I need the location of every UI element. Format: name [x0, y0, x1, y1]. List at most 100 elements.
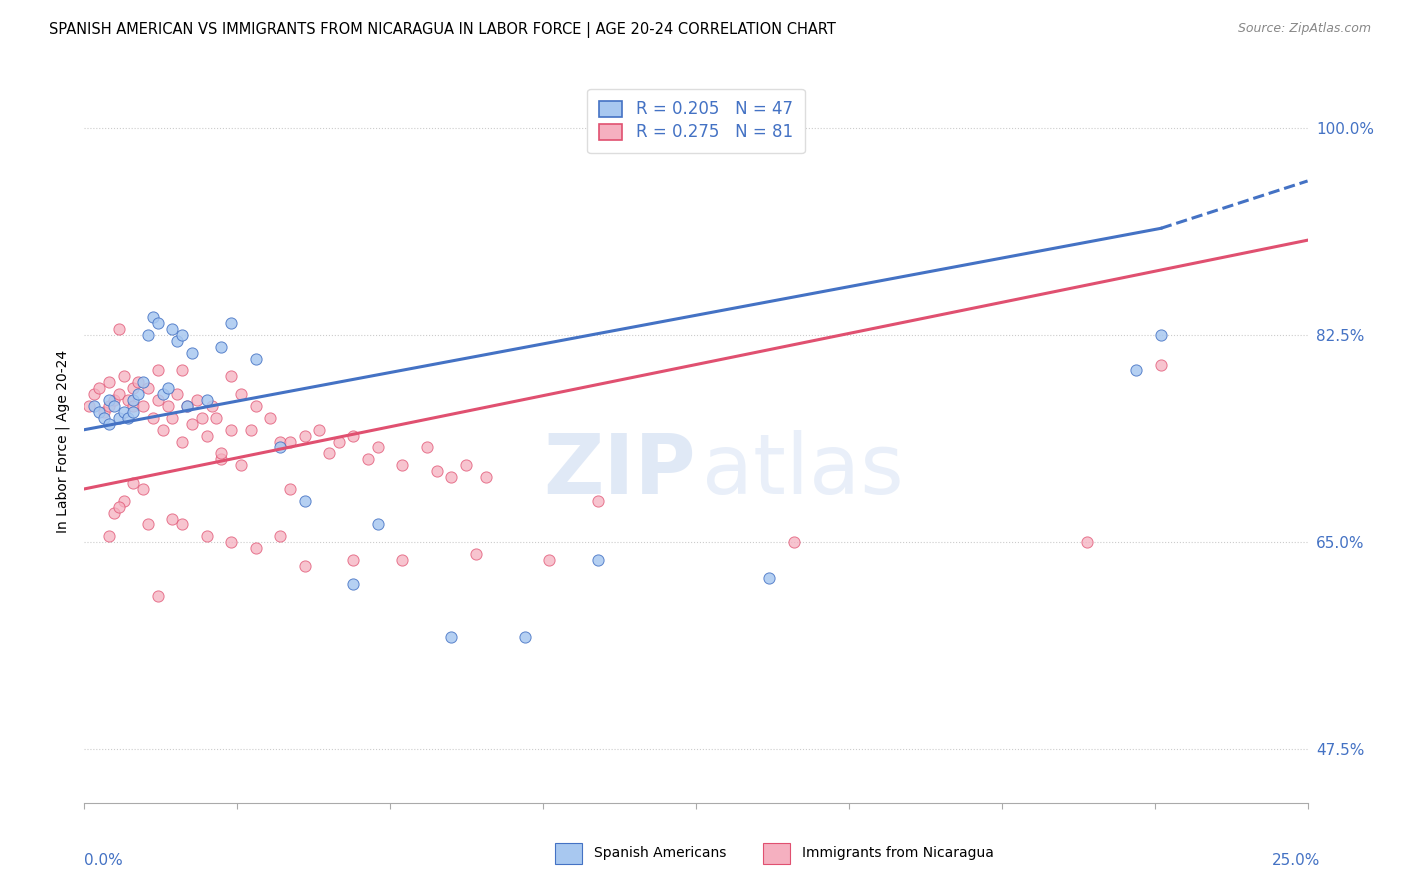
- Point: [132, 399, 155, 413]
- Point: [107, 500, 129, 514]
- Point: [239, 423, 262, 437]
- Point: [142, 310, 165, 325]
- Point: [83, 399, 105, 413]
- Point: [122, 399, 145, 413]
- Point: [127, 387, 149, 401]
- Point: [146, 589, 169, 603]
- Point: [308, 423, 330, 437]
- Point: [783, 535, 806, 549]
- Text: 25.0%: 25.0%: [1271, 854, 1320, 869]
- Point: [209, 340, 232, 354]
- Point: [367, 517, 389, 532]
- Point: [342, 553, 364, 567]
- Point: [162, 410, 184, 425]
- Point: [127, 376, 149, 390]
- Point: [278, 482, 301, 496]
- Point: [166, 334, 188, 348]
- Text: Source: ZipAtlas.com: Source: ZipAtlas.com: [1237, 22, 1371, 36]
- Point: [586, 493, 609, 508]
- Text: ZIP: ZIP: [544, 430, 696, 511]
- Point: [93, 405, 115, 419]
- Point: [191, 410, 214, 425]
- Point: [464, 547, 486, 561]
- Point: [474, 470, 496, 484]
- Point: [146, 393, 169, 408]
- Point: [219, 369, 242, 384]
- Point: [209, 452, 232, 467]
- Point: [219, 423, 242, 437]
- Point: [156, 399, 179, 413]
- Point: [229, 387, 252, 401]
- Point: [1125, 363, 1147, 377]
- Point: [166, 387, 188, 401]
- Point: [357, 452, 380, 467]
- Point: [112, 493, 135, 508]
- Point: [367, 441, 389, 455]
- Point: [342, 576, 364, 591]
- Point: [219, 316, 242, 330]
- Point: [259, 410, 281, 425]
- Point: [245, 541, 267, 556]
- Point: [172, 363, 194, 377]
- Point: [538, 553, 561, 567]
- Point: [122, 475, 145, 490]
- Point: [172, 327, 194, 342]
- Point: [219, 535, 242, 549]
- Point: [136, 517, 159, 532]
- Point: [146, 316, 169, 330]
- Point: [328, 434, 350, 449]
- Point: [122, 405, 145, 419]
- Point: [245, 399, 267, 413]
- Text: Spanish Americans: Spanish Americans: [595, 847, 727, 861]
- Point: [103, 506, 125, 520]
- Point: [391, 458, 413, 473]
- Point: [112, 405, 135, 419]
- Point: [1150, 327, 1173, 342]
- Text: SPANISH AMERICAN VS IMMIGRANTS FROM NICARAGUA IN LABOR FORCE | AGE 20-24 CORRELA: SPANISH AMERICAN VS IMMIGRANTS FROM NICA…: [49, 22, 837, 38]
- Point: [132, 482, 155, 496]
- Point: [107, 410, 129, 425]
- Point: [269, 529, 291, 543]
- Point: [195, 393, 218, 408]
- Point: [97, 529, 120, 543]
- Point: [195, 428, 218, 442]
- Point: [97, 393, 120, 408]
- Legend: R = 0.205   N = 47, R = 0.275   N = 81: R = 0.205 N = 47, R = 0.275 N = 81: [588, 88, 804, 153]
- Point: [200, 399, 222, 413]
- Point: [426, 464, 449, 478]
- Point: [294, 558, 316, 573]
- Point: [391, 553, 413, 567]
- Point: [181, 345, 204, 359]
- Point: [97, 399, 120, 413]
- Point: [162, 511, 184, 525]
- Point: [103, 399, 125, 413]
- Text: atlas: atlas: [702, 430, 904, 511]
- Point: [318, 446, 340, 460]
- Point: [454, 458, 477, 473]
- Point: [122, 381, 145, 395]
- Text: Immigrants from Nicaragua: Immigrants from Nicaragua: [803, 847, 994, 861]
- Point: [117, 393, 139, 408]
- Point: [294, 428, 316, 442]
- Point: [186, 393, 208, 408]
- Point: [97, 417, 120, 431]
- Point: [136, 381, 159, 395]
- Point: [152, 387, 174, 401]
- Point: [176, 399, 198, 413]
- Point: [1150, 358, 1173, 372]
- Point: [132, 376, 155, 390]
- Point: [142, 410, 165, 425]
- Point: [146, 363, 169, 377]
- Text: 0.0%: 0.0%: [84, 854, 124, 869]
- Point: [107, 387, 129, 401]
- Point: [586, 553, 609, 567]
- Point: [97, 376, 120, 390]
- Point: [440, 470, 463, 484]
- Point: [278, 434, 301, 449]
- Point: [112, 369, 135, 384]
- Point: [103, 393, 125, 408]
- Bar: [555, 843, 582, 864]
- Point: [172, 517, 194, 532]
- Point: [162, 322, 184, 336]
- Point: [117, 410, 139, 425]
